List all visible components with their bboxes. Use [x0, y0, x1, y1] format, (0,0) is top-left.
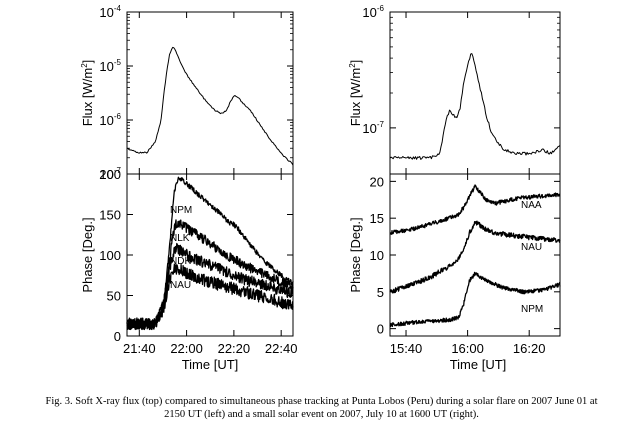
ytick-label: 10-7	[99, 166, 121, 182]
caption-line-2: 2150 UT (left) and a small solar event o…	[164, 409, 479, 420]
xtick-label: 15:40	[390, 341, 423, 356]
series-label-npm: NPM	[521, 304, 543, 315]
left-phase-xlabel: Time [UT]	[182, 357, 239, 372]
right-flux-ylabel: Flux [W/m2]	[348, 60, 363, 127]
xtick-label: 22:40	[265, 341, 298, 356]
right-phase-panel: 0 5 10 15 20 15:40 16:00 16:20 NAA NAU NPM Phase …	[348, 173, 561, 372]
ytick-label: 150	[99, 208, 121, 223]
xtick-label: 22:20	[218, 341, 251, 356]
figure-caption: Fig. 3. Soft X-ray flux (top) compared t…	[0, 395, 643, 421]
right-phase-xlabel: Time [UT]	[450, 357, 507, 372]
right-flux-panel: 10-6 10-7 Flux [W/m2]	[348, 4, 561, 175]
right-flux-frame	[389, 11, 561, 175]
series-line-npm	[389, 271, 561, 328]
series-label-nau: NAU	[521, 242, 542, 253]
ytick-label: 10-6	[362, 4, 384, 20]
series-label-npm: NPM	[170, 205, 192, 216]
left-flux-frame	[126, 11, 294, 175]
series-label-nlk: NLK	[170, 233, 190, 244]
ytick-label: 200	[99, 167, 121, 182]
ytick-label: 10-6	[99, 112, 121, 128]
xtick-label: 22:00	[170, 341, 203, 356]
series-label-naa: NAA	[521, 200, 542, 211]
caption-line-1: Fig. 3. Soft X-ray flux (top) compared t…	[45, 396, 598, 407]
ytick-label: 0	[377, 322, 384, 337]
series-line-x-ray-flux	[389, 53, 561, 160]
series-line-nlk	[126, 219, 294, 331]
left-flux-panel: 10-4 10-5 10-6 10-7 Flux [W/m2]	[80, 4, 294, 182]
left-phase-ylabel: Phase [Deg.]	[80, 217, 95, 292]
xtick-label: 16:20	[513, 341, 546, 356]
ytick-label: 5	[377, 285, 384, 300]
series-line-nau	[126, 263, 294, 331]
xtick-label: 16:00	[451, 341, 484, 356]
xtick-label: 21:40	[123, 341, 156, 356]
right-phase-ylabel: Phase [Deg.]	[348, 217, 363, 292]
series-label-ndk: NDK	[170, 256, 191, 267]
ytick-label: 10-5	[99, 58, 121, 74]
figure: 10-410-510-610-7 Flux [W/m2] 05010015020…	[80, 4, 561, 372]
ytick-label: 10-4	[99, 4, 121, 20]
left-flux-ylabel: Flux [W/m2]	[80, 60, 95, 127]
series-line-x-ray-flux	[126, 46, 294, 166]
ytick-label: 20	[370, 174, 384, 189]
series-label-nau: NAU	[170, 280, 191, 291]
series-line-nau	[389, 220, 561, 294]
ytick-label: 100	[99, 248, 121, 263]
series-line-naa	[389, 184, 561, 235]
ytick-label: 10-7	[362, 120, 384, 136]
ytick-label: 10	[370, 248, 384, 263]
ytick-label: 0	[114, 329, 121, 344]
series-line-npm	[126, 176, 294, 330]
left-phase-panel: 0 50 100 150 200 21:40 22:00 22:20 22:40 NPM NLK N…	[80, 167, 297, 372]
ytick-label: 50	[107, 289, 121, 304]
left-phase-frame	[126, 173, 294, 337]
ytick-label: 15	[370, 211, 384, 226]
